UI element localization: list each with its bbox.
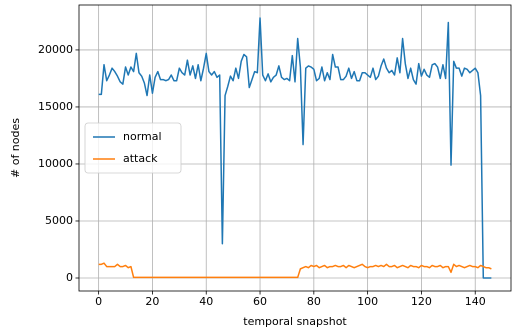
x-tick-label: 0	[95, 295, 102, 308]
x-tick-label: 120	[411, 295, 432, 308]
x-tick-label: 20	[145, 295, 159, 308]
legend-label: attack	[123, 152, 158, 165]
x-tick-label: 60	[253, 295, 267, 308]
x-tick-label: 140	[465, 295, 486, 308]
x-axis-label: temporal snapshot	[243, 315, 347, 328]
data-line	[98, 262, 492, 279]
data-line	[98, 17, 492, 279]
x-tick-label: 100	[357, 295, 378, 308]
y-axis-label: # of nodes	[9, 118, 22, 178]
plot-frame	[78, 4, 512, 292]
y-tick-label: 15000	[38, 100, 73, 113]
legend-box	[84, 122, 182, 174]
x-tick-label: 80	[307, 295, 321, 308]
y-tick-label: 10000	[38, 157, 73, 170]
y-tick-label: 20000	[38, 43, 73, 56]
y-tick-label: 5000	[45, 214, 73, 227]
y-tick-label: 0	[66, 271, 73, 284]
legend-label: normal	[123, 130, 162, 143]
x-tick-label: 40	[199, 295, 213, 308]
